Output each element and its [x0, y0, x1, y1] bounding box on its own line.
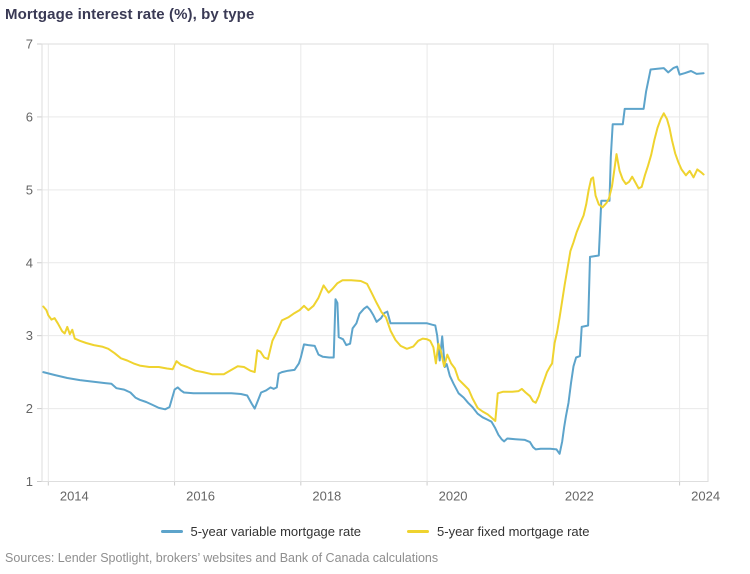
y-axis-label: 3: [26, 328, 33, 343]
y-axis-label: 1: [26, 474, 33, 489]
y-axis-label: 2: [26, 401, 33, 416]
legend-label-variable-rate: 5-year variable mortgage rate: [190, 524, 362, 539]
y-axis-label: 5: [26, 182, 33, 197]
y-axis-label: 7: [26, 37, 33, 52]
legend-item-fixed-rate[interactable]: 5-year fixed mortgage rate: [407, 524, 590, 539]
x-axis-label: 2020: [439, 489, 468, 504]
y-axis-label: 6: [26, 109, 33, 124]
variable-rate-line: [42, 65, 705, 455]
source-credit: Sources: Lender Spotlight, brokers’ webs…: [5, 551, 439, 565]
line-chart: 2014 2016 2018 2020 2022 2024 1 2 3 4 5 6 7: [26, 37, 720, 504]
fixed-rate-line-swatch: [407, 530, 430, 533]
legend-item-variable-rate[interactable]: 5-year variable mortgage rate: [160, 524, 362, 539]
chart-legend: 5-year variable mortgage rate 5-year fix…: [0, 524, 750, 539]
x-axis-label: 2014: [60, 489, 89, 504]
legend-label-fixed-rate: 5-year fixed mortgage rate: [437, 524, 590, 539]
x-axis-label: 2016: [186, 489, 215, 504]
x-axis-label: 2024: [691, 489, 720, 504]
variable-rate-line-swatch: [160, 530, 183, 533]
chart-title: Mortgage interest rate (%), by type: [5, 6, 255, 23]
plot-area: [41, 43, 709, 482]
fixed-rate-line: [42, 112, 705, 422]
x-axis-label: 2022: [565, 489, 594, 504]
x-axis-label: 2018: [312, 489, 341, 504]
y-axis-label: 4: [26, 255, 33, 270]
